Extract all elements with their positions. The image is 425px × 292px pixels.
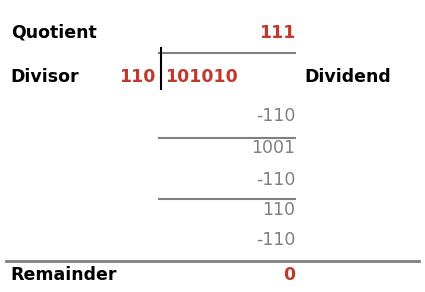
Text: 110: 110 [119, 68, 155, 86]
Text: Dividend: Dividend [304, 68, 391, 86]
Text: 101010: 101010 [165, 68, 238, 86]
Text: 110: 110 [262, 201, 295, 219]
Text: Divisor: Divisor [11, 68, 79, 86]
Text: Remainder: Remainder [11, 266, 117, 284]
Text: -110: -110 [256, 231, 295, 249]
Text: -110: -110 [256, 107, 295, 125]
Text: Quotient: Quotient [11, 24, 96, 42]
Text: -110: -110 [256, 171, 295, 190]
Text: 0: 0 [283, 266, 295, 284]
Text: 111: 111 [259, 24, 295, 42]
Text: 1001: 1001 [251, 139, 295, 157]
